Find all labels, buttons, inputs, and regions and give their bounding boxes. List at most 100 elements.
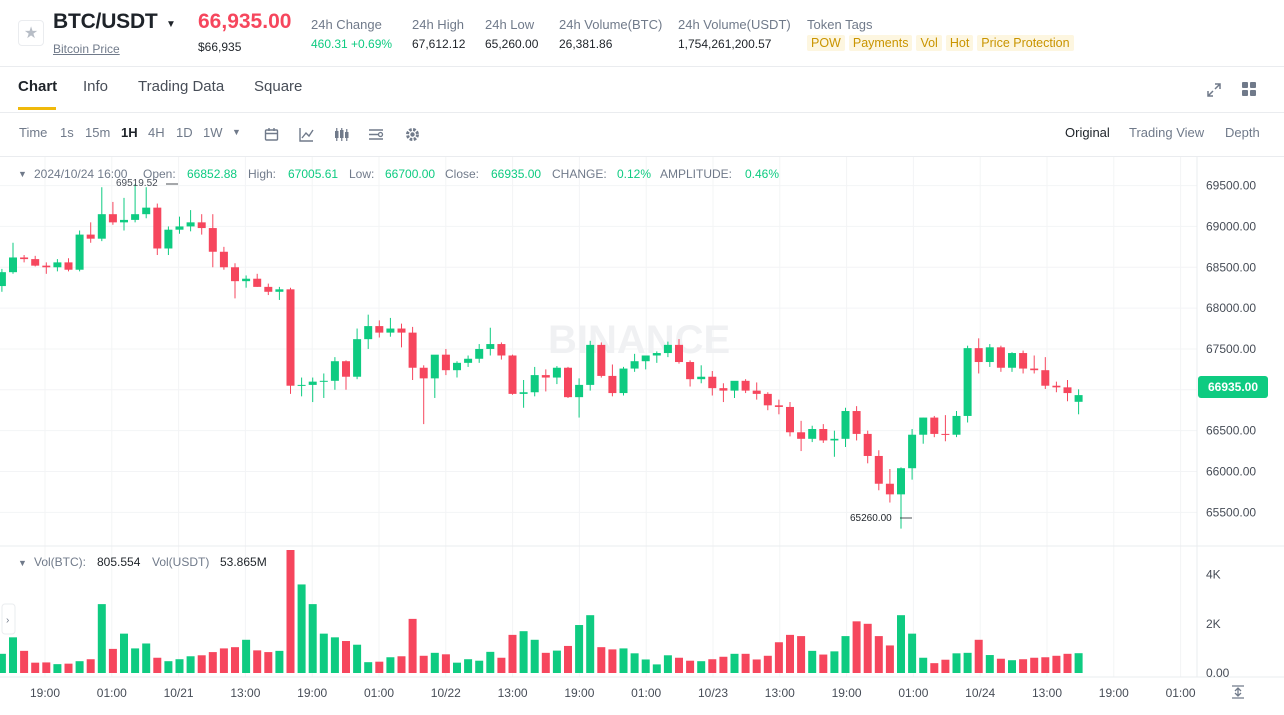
side-panel-handle[interactable]: › (1, 603, 16, 635)
candle-body (0, 272, 6, 287)
stat-label-change: 24h Change (311, 17, 382, 32)
candle-body (841, 411, 850, 439)
time-tick: 01:00 (364, 686, 394, 700)
volume-bar (219, 648, 228, 673)
volume-bar (475, 660, 484, 673)
view-trading-view[interactable]: Trading View (1129, 125, 1205, 140)
volume-bar (697, 661, 706, 673)
volume-bar (1063, 653, 1072, 673)
volume-axis: 4K 2K 0.00 (1206, 568, 1230, 680)
tab-chart[interactable]: Chart (18, 78, 58, 95)
symbol-title[interactable]: BTC/USDT (53, 10, 158, 33)
ohlc-collapse-icon: ▼ (18, 169, 27, 179)
candle-body (919, 417, 928, 435)
scale-reset-icon[interactable] (1232, 685, 1244, 699)
interval-1s[interactable]: 1s (60, 125, 74, 140)
tab-square[interactable]: Square (254, 78, 303, 95)
volume-bar (131, 648, 140, 673)
candle-body (508, 355, 517, 394)
volume-bar (941, 659, 950, 673)
candle-body (1041, 370, 1050, 386)
volume-bar (686, 660, 695, 673)
stat-value-vol-btc: 26,381.86 (559, 37, 613, 51)
candle-body (20, 257, 29, 260)
volume-bar (308, 604, 317, 673)
candle-body (874, 455, 883, 484)
symbol-price-link[interactable]: Bitcoin Price (53, 42, 120, 56)
volume-bar (774, 642, 783, 673)
interval-1d[interactable]: 1D (176, 125, 193, 140)
price-tick: 65500.00 (1206, 505, 1256, 519)
volume-bar (97, 604, 106, 673)
tag-price-protection[interactable]: Price Protection (977, 35, 1074, 51)
candle-body (1063, 387, 1072, 394)
indicator-icon[interactable] (299, 127, 314, 142)
candle-body (397, 328, 406, 333)
tab-info[interactable]: Info (83, 78, 109, 95)
chevron-down-icon[interactable]: ▼ (166, 19, 176, 30)
view-original[interactable]: Original (1065, 125, 1110, 140)
volume-bar (908, 633, 917, 673)
chart-settings-list-icon[interactable] (368, 127, 384, 142)
tag-pow[interactable]: POW (807, 35, 845, 51)
tab-trading-data[interactable]: Trading Data (138, 78, 225, 95)
volume-bar (641, 659, 650, 673)
candle-type-icon[interactable] (333, 127, 350, 142)
candle-body (908, 434, 917, 469)
volume-bar (297, 584, 306, 673)
volume-bar (952, 653, 961, 673)
view-depth[interactable]: Depth (1225, 125, 1260, 140)
vol-btc-label: Vol(BTC): (34, 555, 86, 569)
volume-bar (564, 645, 572, 673)
candle-body (197, 222, 206, 229)
candle-body (763, 393, 772, 406)
gear-icon[interactable] (405, 127, 420, 142)
token-tags-label: Token Tags (807, 17, 873, 32)
volume-bar (719, 656, 728, 673)
interval-dropdown-icon[interactable]: ▼ (232, 127, 241, 137)
volume-bar (264, 652, 273, 673)
calendar-icon[interactable] (264, 127, 279, 142)
layout-icon[interactable] (1241, 81, 1257, 97)
volume-bar (874, 636, 883, 673)
tag-payments[interactable]: Payments (848, 35, 913, 51)
volume-bar (897, 615, 905, 673)
candle-body (386, 328, 395, 333)
volume-bar (974, 639, 983, 673)
volume-bar (752, 659, 761, 673)
candle-body (219, 251, 228, 268)
candle-body (441, 354, 450, 371)
tag-hot[interactable]: Hot (945, 35, 974, 51)
volume-tick: 0.00 (1206, 666, 1230, 680)
candle-body (575, 384, 584, 398)
interval-time[interactable]: Time (19, 125, 48, 140)
interval-1h[interactable]: 1H (121, 125, 138, 140)
price-tick: 66500.00 (1206, 424, 1256, 438)
star-icon[interactable]: ★ (18, 20, 44, 46)
volume-bar (519, 631, 528, 673)
candle-body (786, 406, 794, 433)
volume-bar (675, 657, 683, 673)
volume-bar (797, 636, 806, 673)
expand-icon[interactable] (1206, 82, 1222, 98)
volume-bar (541, 652, 550, 673)
volume-bar (364, 662, 373, 673)
candle-body (541, 375, 550, 378)
time-tick: 10/21 (164, 686, 194, 700)
volume-bar (663, 655, 672, 673)
time-tick: 19:00 (1099, 686, 1129, 700)
candle-body (464, 358, 473, 363)
vol-btc-value: 805.554 (97, 555, 141, 569)
candle-body (985, 347, 994, 363)
time-tick: 13:00 (230, 686, 260, 700)
candlestick-chart[interactable]: BINANCE 69500.00 69000.00 68500.00 68000.00… (0, 157, 1284, 715)
interval-1w[interactable]: 1W (203, 125, 223, 140)
interval-15m[interactable]: 15m (85, 125, 111, 140)
candle-body (708, 376, 717, 389)
tab-bar: Chart Info Trading Data Square (0, 66, 1284, 113)
tag-vol[interactable]: Vol (916, 35, 942, 51)
time-tick: 01:00 (97, 686, 127, 700)
volume-bar (153, 657, 162, 673)
interval-4h[interactable]: 4H (148, 125, 165, 140)
candle-body (86, 234, 95, 239)
